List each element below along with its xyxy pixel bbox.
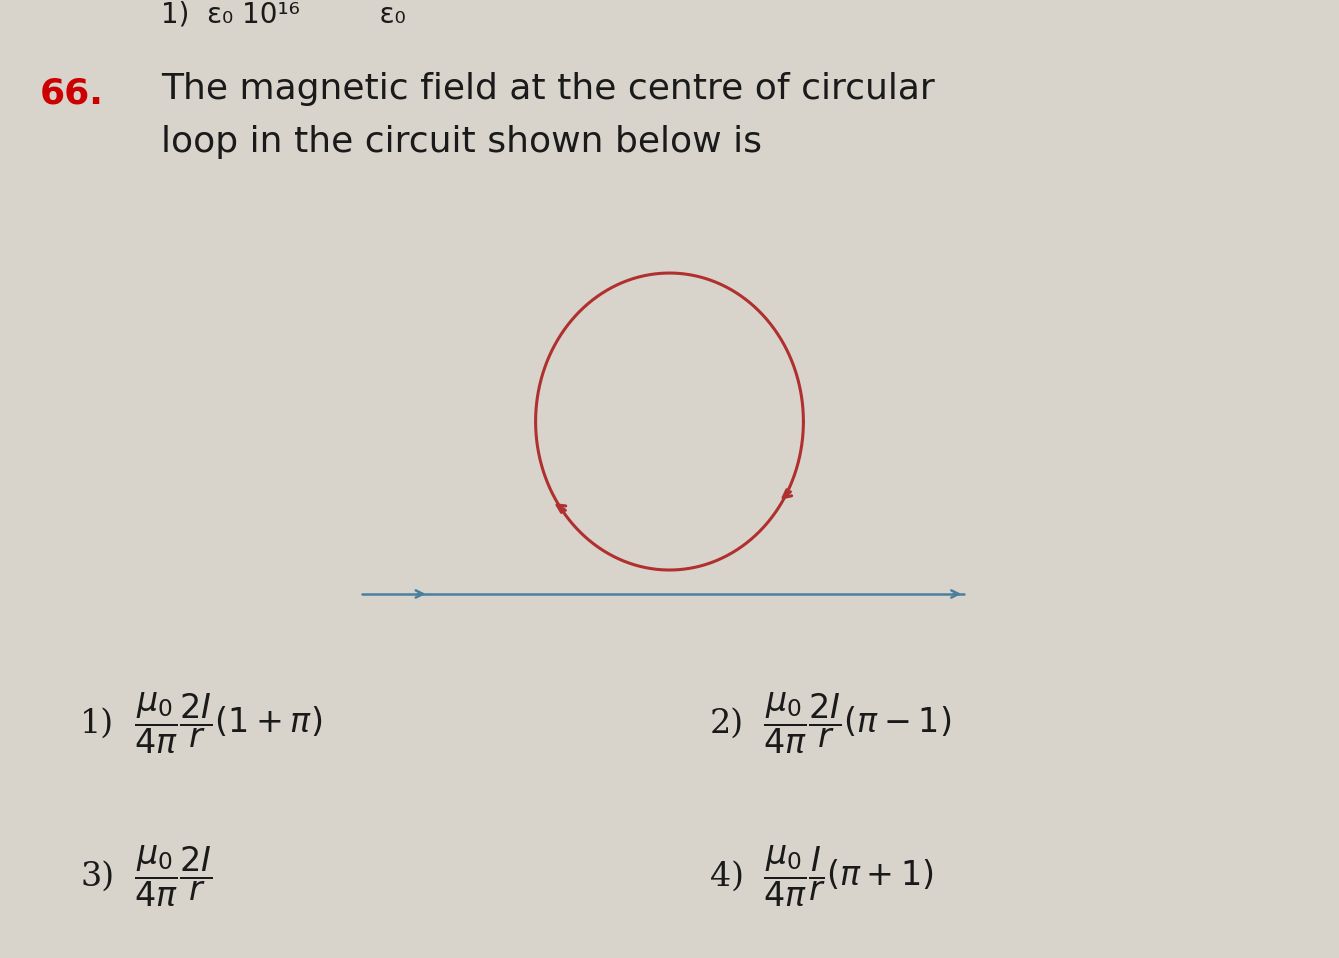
Text: 2): 2) bbox=[710, 707, 743, 740]
Text: 1): 1) bbox=[80, 707, 114, 740]
Text: 3): 3) bbox=[80, 860, 114, 893]
Text: The magnetic field at the centre of circular: The magnetic field at the centre of circ… bbox=[161, 72, 935, 105]
Text: $\dfrac{\mu_0}{4\pi}\dfrac{I}{r}(\pi+1)$: $\dfrac{\mu_0}{4\pi}\dfrac{I}{r}(\pi+1)$ bbox=[763, 844, 935, 909]
Text: 4): 4) bbox=[710, 860, 743, 893]
Text: loop in the circuit shown below is: loop in the circuit shown below is bbox=[161, 125, 762, 158]
Text: 66.: 66. bbox=[40, 77, 104, 110]
Text: 1)  ε₀ 10¹⁶         ε₀: 1) ε₀ 10¹⁶ ε₀ bbox=[161, 0, 406, 28]
Text: $\dfrac{\mu_0}{4\pi}\dfrac{2I}{r}(1+\pi)$: $\dfrac{\mu_0}{4\pi}\dfrac{2I}{r}(1+\pi)… bbox=[134, 691, 323, 756]
Text: $\dfrac{\mu_0}{4\pi}\dfrac{2I}{r}$: $\dfrac{\mu_0}{4\pi}\dfrac{2I}{r}$ bbox=[134, 844, 213, 909]
Text: $\dfrac{\mu_0}{4\pi}\dfrac{2I}{r}(\pi-1)$: $\dfrac{\mu_0}{4\pi}\dfrac{2I}{r}(\pi-1)… bbox=[763, 691, 952, 756]
